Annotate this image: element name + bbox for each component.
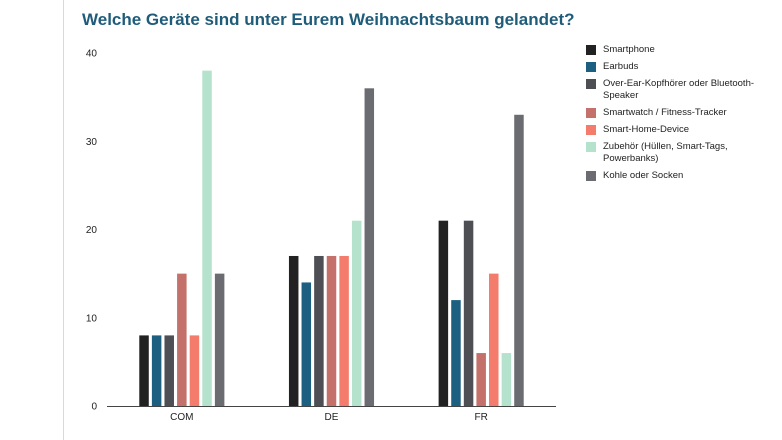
legend-label: Smartphone bbox=[603, 44, 655, 55]
bar-com-series-3 bbox=[164, 335, 174, 406]
bar-com-series-2 bbox=[151, 335, 162, 406]
bar-fr-series-1 bbox=[438, 220, 449, 406]
bar-com-series-1 bbox=[139, 335, 149, 406]
chart-title: Welche Geräte sind unter Eurem Weihnacht… bbox=[82, 10, 575, 29]
legend-label: Over-Ear-Kopfhörer oder Bluetooth-Speake… bbox=[603, 78, 755, 101]
legend-swatch bbox=[586, 45, 596, 55]
bar-de-series-3 bbox=[314, 255, 324, 406]
bar-fr-series-4 bbox=[476, 353, 486, 406]
bar-de-series-6 bbox=[351, 220, 362, 406]
legend-label: Zubehör (Hüllen, Smart-Tags, Powerbanks) bbox=[603, 141, 728, 164]
legend-swatch bbox=[586, 108, 596, 118]
legend-swatch bbox=[586, 171, 596, 181]
x-tick-label: DE bbox=[325, 412, 339, 423]
legend-label: Kohle oder Socken bbox=[603, 170, 684, 181]
legend-item: Kohle oder Socken bbox=[586, 170, 776, 182]
legend-item: Smartphone bbox=[586, 44, 776, 56]
bar-de-series-5 bbox=[339, 255, 349, 406]
legend-item: Over-Ear-Kopfhörer oder Bluetooth-Speake… bbox=[586, 78, 776, 102]
bar-com-series-6 bbox=[202, 70, 212, 407]
bar-fr-series-7 bbox=[514, 114, 524, 407]
bar-de-series-7 bbox=[364, 88, 375, 407]
chart-legend: Smartphone Earbuds Over-Ear-Kopfhörer oder… bbox=[586, 44, 776, 187]
y-tick-label: 30 bbox=[86, 137, 98, 148]
bar-de-series-2 bbox=[301, 282, 312, 406]
bar-de-series-4 bbox=[326, 255, 337, 406]
legend-item: Smart-Home-Device bbox=[586, 124, 776, 136]
x-tick-label: FR bbox=[474, 412, 487, 423]
legend-item: Zubehör (Hüllen, Smart-Tags, Powerbanks) bbox=[586, 141, 776, 165]
legend-item: Earbuds bbox=[586, 61, 776, 73]
page-left-rule bbox=[63, 0, 64, 440]
legend-swatch bbox=[586, 79, 596, 89]
y-tick-label: 0 bbox=[91, 402, 97, 413]
y-tick-label: 40 bbox=[86, 49, 98, 60]
legend-swatch bbox=[586, 62, 596, 72]
y-tick-label: 10 bbox=[86, 313, 98, 324]
legend-item: Smartwatch / Fitness-Tracker bbox=[586, 107, 776, 119]
x-tick-label: COM bbox=[170, 412, 193, 423]
legend-label: Smartwatch / Fitness-Tracker bbox=[603, 107, 727, 118]
bar-fr-series-2 bbox=[451, 300, 461, 406]
bar-com-series-5 bbox=[189, 335, 200, 406]
bar-fr-series-3 bbox=[463, 220, 474, 406]
bar-fr-series-5 bbox=[489, 273, 499, 406]
y-tick-label: 20 bbox=[86, 225, 98, 236]
legend-swatch bbox=[586, 125, 596, 135]
bar-com-series-4 bbox=[177, 273, 187, 406]
legend-swatch bbox=[586, 142, 596, 152]
bar-fr-series-6 bbox=[501, 353, 512, 406]
legend-label: Smart-Home-Device bbox=[603, 124, 690, 135]
bar-de-series-1 bbox=[288, 255, 299, 406]
legend-label: Earbuds bbox=[603, 61, 639, 72]
bar-com-series-7 bbox=[214, 273, 225, 406]
